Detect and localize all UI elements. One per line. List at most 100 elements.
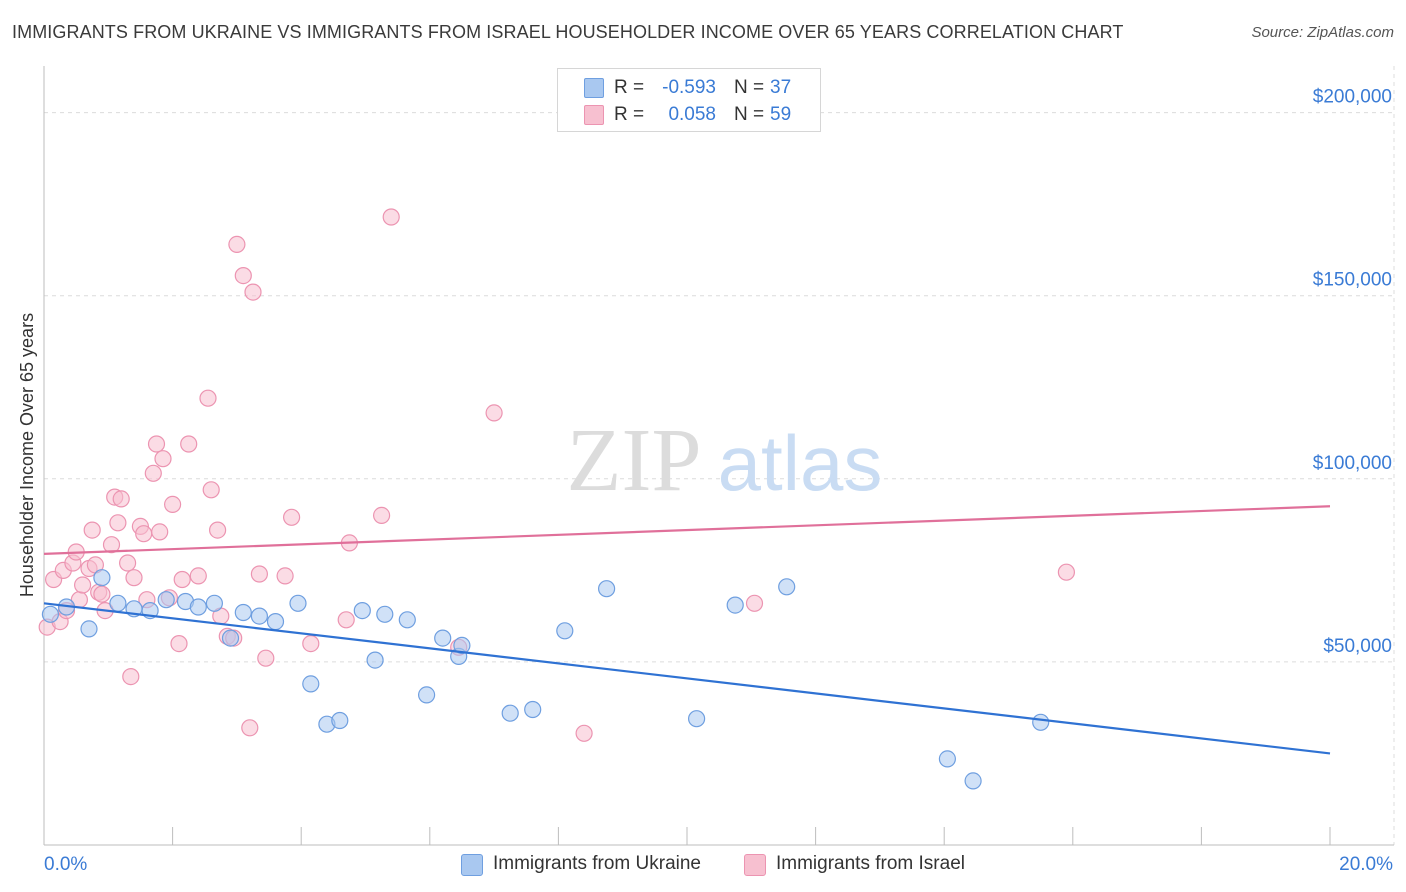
ukraine-point xyxy=(289,594,307,612)
ukraine-point xyxy=(302,675,320,693)
israel-point xyxy=(147,435,166,453)
ukraine-point xyxy=(189,598,207,616)
r-value: 0.058 xyxy=(668,104,716,125)
ukraine-point xyxy=(41,605,60,623)
ukraine-point xyxy=(726,596,744,614)
stats-row-israel: R = 0.058 N = 59 xyxy=(558,100,820,128)
ukraine-point xyxy=(938,750,957,768)
ukraine-point xyxy=(687,710,706,728)
israel-point xyxy=(250,565,268,583)
israel-point xyxy=(122,667,140,686)
trend-lines xyxy=(43,505,1331,755)
ukraine-point xyxy=(250,607,268,625)
ukraine-point xyxy=(205,594,223,612)
y-tick-label: $100,000 xyxy=(1313,453,1392,474)
israel-point xyxy=(1057,563,1076,581)
n-value: 37 xyxy=(770,77,792,98)
y-axis-label: Householder Income Over 65 years xyxy=(17,313,37,597)
israel-point xyxy=(257,649,275,667)
ukraine-point xyxy=(453,636,471,655)
israel-point xyxy=(244,283,262,301)
n-value: 59 xyxy=(770,104,792,125)
israel-point xyxy=(164,495,182,513)
israel-point xyxy=(202,481,220,499)
correlation-stats-box: R = -0.593 N = 37 R = 0.058 N = 59 xyxy=(557,68,821,132)
israel-point xyxy=(745,594,764,612)
ukraine-trend-line xyxy=(43,602,1331,755)
zipatlas-watermark: ZIP atlas xyxy=(567,411,883,510)
israel-swatch xyxy=(584,105,604,125)
israel-point xyxy=(154,450,172,468)
israel-point xyxy=(276,567,294,585)
ukraine-point xyxy=(501,704,519,722)
ukraine-point xyxy=(266,612,285,631)
ukraine-point xyxy=(331,711,349,730)
israel-point xyxy=(189,567,207,585)
israel-point xyxy=(228,235,246,253)
israel-point xyxy=(125,569,143,587)
israel-point xyxy=(283,508,301,526)
israel-point xyxy=(302,634,320,653)
israel-point xyxy=(173,570,191,589)
ukraine-point xyxy=(157,591,175,609)
israel-point xyxy=(118,554,137,572)
r-value: -0.593 xyxy=(662,77,716,98)
ukraine-point xyxy=(221,629,240,647)
israel-point xyxy=(135,525,153,543)
ukraine-point xyxy=(234,603,252,622)
israel-point xyxy=(151,523,169,541)
ukraine-point xyxy=(964,772,982,790)
israel-point xyxy=(234,267,252,285)
n-label: N = xyxy=(734,77,765,98)
legend-label-israel: Immigrants from Israel xyxy=(776,853,965,874)
chart-title: IMMIGRANTS FROM UKRAINE VS IMMIGRANTS FR… xyxy=(12,22,1124,42)
r-label: R = xyxy=(614,104,645,125)
tick-labels: $50,000 $100,000 $150,000 $200,000 0.0% 20.0% xyxy=(44,87,1393,875)
r-label: R = xyxy=(614,77,645,98)
israel-point xyxy=(485,404,503,422)
x-tick-label: 20.0% xyxy=(1339,854,1393,875)
watermark-atlas: atlas xyxy=(718,419,883,507)
ukraine-point xyxy=(524,700,542,719)
watermark-zip: ZIP xyxy=(567,411,702,510)
ukraine-point xyxy=(80,620,98,638)
y-tick-label: $50,000 xyxy=(1323,636,1392,657)
israel-point xyxy=(241,719,259,737)
israel-point xyxy=(382,208,400,226)
israel-point xyxy=(209,521,227,539)
israel-point xyxy=(575,724,593,742)
israel-point xyxy=(93,585,111,603)
ukraine-point xyxy=(109,594,127,612)
x-tick-label: 0.0% xyxy=(44,854,87,875)
ukraine-point xyxy=(418,686,436,704)
y-tick-label: $150,000 xyxy=(1313,270,1392,291)
ukraine-point xyxy=(434,629,452,647)
israel-point xyxy=(112,490,130,508)
ukraine-point xyxy=(398,611,416,629)
y-tick-label: $200,000 xyxy=(1313,87,1392,108)
legend-swatch-ukraine xyxy=(461,854,483,876)
israel-point xyxy=(144,464,162,482)
israel-point xyxy=(109,514,127,532)
ukraine-point xyxy=(597,580,616,598)
israel-point xyxy=(73,576,92,594)
legend-swatch-israel xyxy=(744,854,766,876)
n-label: N = xyxy=(734,104,765,125)
ukraine-point xyxy=(353,601,371,620)
stats-row-ukraine: R = -0.593 N = 37 xyxy=(558,73,820,101)
israel-point xyxy=(170,634,188,653)
ukraine-point xyxy=(778,578,796,596)
ukraine-point xyxy=(556,622,574,640)
israel-point xyxy=(102,536,121,554)
ukraine-point xyxy=(93,569,111,587)
israel-trend-line xyxy=(43,505,1331,555)
data-points xyxy=(38,208,1076,790)
source-credit: Source: ZipAtlas.com xyxy=(1251,24,1394,41)
ukraine-point xyxy=(1032,713,1050,731)
ukraine-swatch xyxy=(584,78,604,98)
israel-point xyxy=(199,389,217,407)
ukraine-point xyxy=(366,651,384,669)
israel-point xyxy=(83,521,101,539)
legend-label-ukraine: Immigrants from Ukraine xyxy=(493,853,701,874)
